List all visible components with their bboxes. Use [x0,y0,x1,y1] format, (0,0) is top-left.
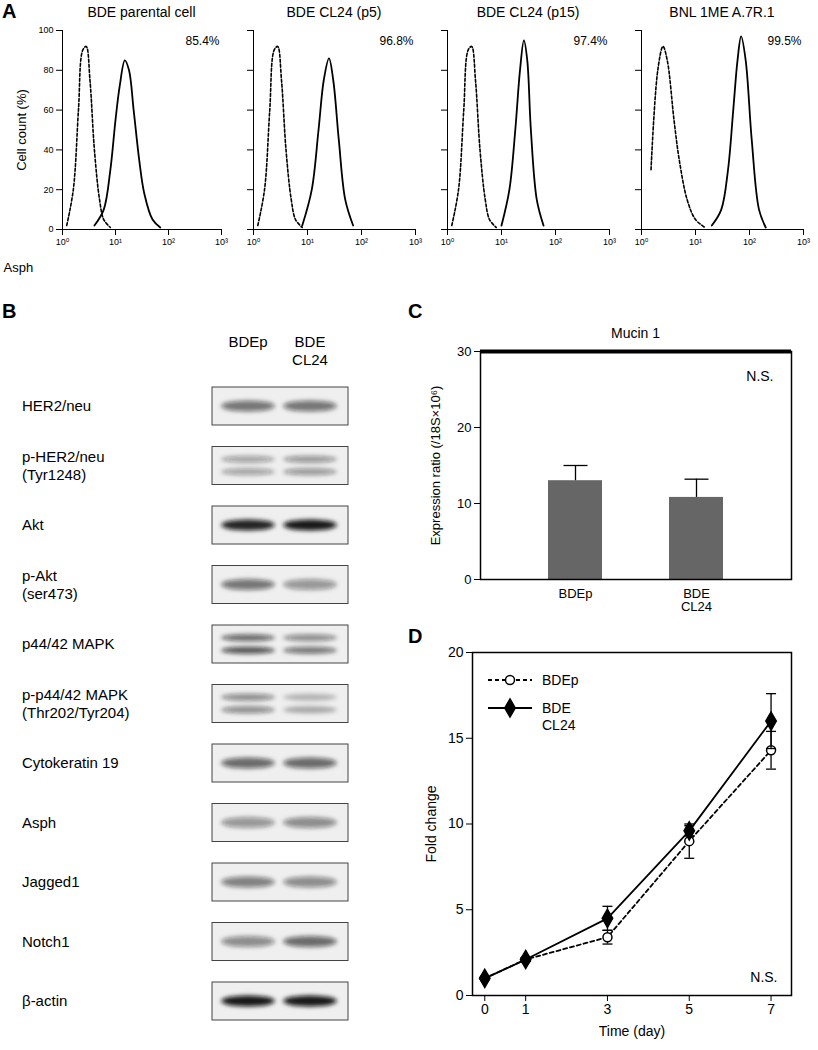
svg-text:97.4%: 97.4% [573,34,607,48]
svg-text:3: 3 [604,1001,612,1017]
svg-text:p-p44/42 MAPK: p-p44/42 MAPK [22,686,128,703]
svg-text:20: 20 [457,420,471,435]
svg-text:80: 80 [43,65,53,75]
html-text:A: A [2,0,17,22]
svg-text:0: 0 [48,224,53,234]
svg-text:Cell count (%): Cell count (%) [14,89,29,171]
svg-text:β-actin: β-actin [22,992,67,1009]
html-text:C: C [408,300,423,322]
svg-text:Expression ratio (/18S×10⁶): Expression ratio (/18S×10⁶) [428,386,443,546]
svg-text:10¹: 10¹ [689,237,702,247]
svg-text:10²: 10² [162,237,175,247]
svg-text:10¹: 10¹ [495,237,508,247]
svg-text:10⁰: 10⁰ [441,237,455,247]
svg-text:(Thr202/Tyr204): (Thr202/Tyr204) [22,704,130,721]
svg-text:BDEp: BDEp [559,586,593,601]
svg-text:Fold change: Fold change [423,785,439,862]
svg-text:0: 0 [464,572,471,587]
svg-text:85.4%: 85.4% [185,34,219,48]
svg-text:10³: 10³ [603,237,616,247]
svg-text:p44/42 MAPK: p44/42 MAPK [22,635,115,652]
svg-text:5: 5 [456,901,464,917]
svg-text:BDE: BDE [295,333,326,350]
svg-text:BDE: BDE [542,700,571,716]
svg-text:7: 7 [767,1001,775,1017]
svg-text:10²: 10² [743,237,756,247]
svg-text:20: 20 [448,644,464,660]
svg-text:20: 20 [43,185,53,195]
svg-text:10⁰: 10⁰ [56,237,70,247]
svg-text:0: 0 [481,1001,489,1017]
html-text:D: D [408,625,423,647]
svg-text:10³: 10³ [215,237,228,247]
svg-text:1: 1 [522,1001,530,1017]
svg-text:40: 40 [43,145,53,155]
svg-text:10³: 10³ [409,237,422,247]
svg-text:p-Akt: p-Akt [22,567,58,584]
svg-text:Jagged1: Jagged1 [22,873,80,890]
svg-text:0: 0 [456,987,464,1003]
svg-text:Asph: Asph [22,814,56,831]
svg-text:CL24: CL24 [292,351,328,368]
html-text:BDE parental cell: BDE parental cell [87,4,196,20]
svg-text:Asph: Asph [4,260,34,275]
svg-text:CL24: CL24 [542,717,576,733]
svg-text:(Tyr1248): (Tyr1248) [22,466,86,483]
svg-text:15: 15 [448,730,464,746]
html-text:BDE CL24 (p5): BDE CL24 (p5) [286,4,382,20]
svg-text:60: 60 [43,105,53,115]
svg-text:10³: 10³ [797,237,810,247]
svg-text:BDECL24: BDECL24 [681,586,712,614]
svg-text:Notch1: Notch1 [22,933,70,950]
svg-text:10²: 10² [355,237,368,247]
svg-text:10⁰: 10⁰ [635,237,649,247]
svg-text:96.8%: 96.8% [379,34,413,48]
svg-text:N.S.: N.S. [750,969,777,985]
svg-text:p-HER2/neu: p-HER2/neu [22,448,105,465]
svg-text:BDEp: BDEp [228,333,267,350]
svg-text:10¹: 10¹ [301,237,314,247]
svg-text:(ser473): (ser473) [22,585,78,602]
html-text:BDE CL24 (p15): BDE CL24 (p15) [476,4,580,20]
svg-text:10: 10 [457,496,471,511]
svg-text:5: 5 [685,1001,693,1017]
svg-text:100: 100 [38,25,53,35]
svg-text:10⁰: 10⁰ [247,237,261,247]
svg-text:99.5%: 99.5% [767,34,801,48]
svg-text:BDEp: BDEp [542,672,579,688]
svg-text:10²: 10² [549,237,562,247]
html-text:Mucin 1: Mucin 1 [611,325,660,341]
svg-text:10¹: 10¹ [109,237,122,247]
svg-text:Akt: Akt [22,516,45,533]
html-text:B: B [2,300,17,322]
svg-text:30: 30 [457,345,471,359]
svg-text:Time (day): Time (day) [599,1023,665,1039]
svg-text:N.S.: N.S. [746,368,773,384]
svg-text:Cytokeratin 19: Cytokeratin 19 [22,754,119,771]
svg-text:10: 10 [448,815,464,831]
html-text:BNL 1ME A.7R.1: BNL 1ME A.7R.1 [669,4,775,20]
svg-text:HER2/neu: HER2/neu [22,397,91,414]
